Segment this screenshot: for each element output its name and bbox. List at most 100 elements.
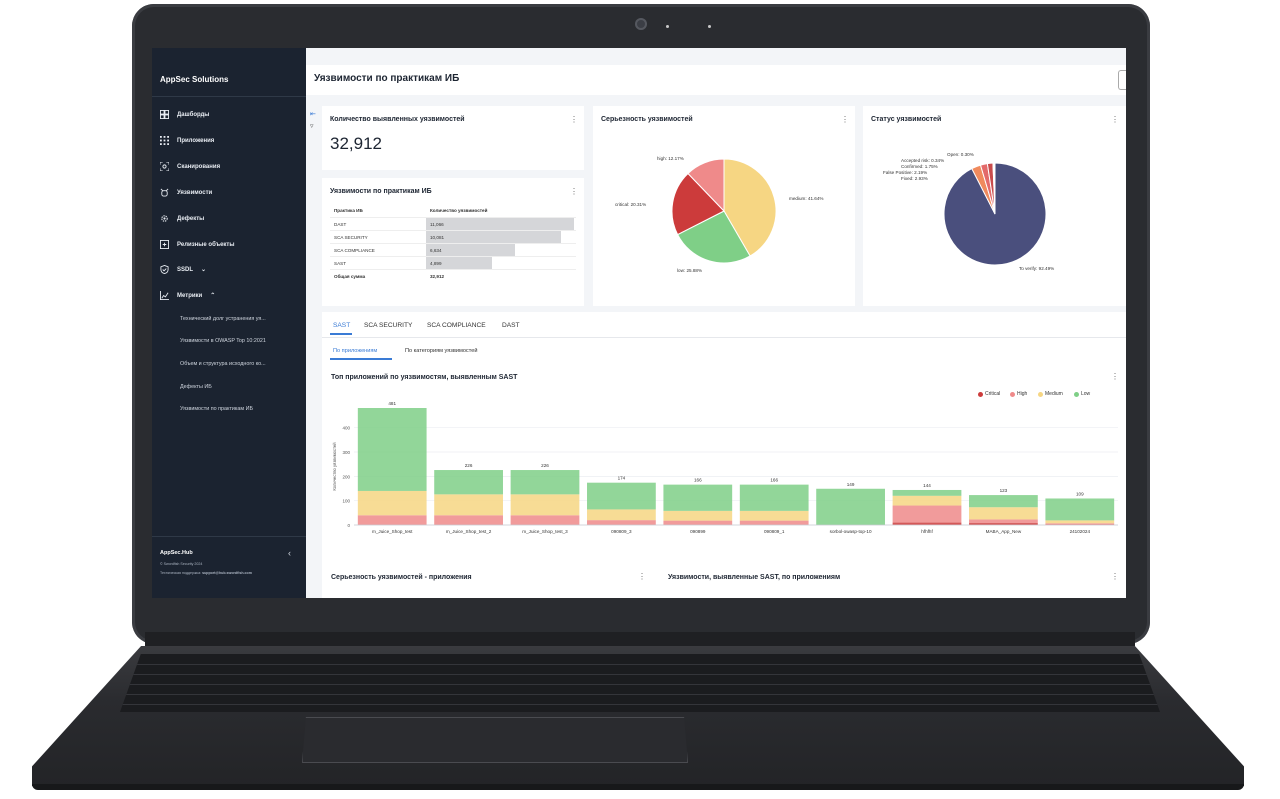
sidebar-subitem[interactable]: Технический долг устранения уя... [180,316,266,322]
sidebar: AppSec Solutions Дашборды Приложения Ска… [152,48,306,598]
bar-segment-low[interactable] [587,482,656,510]
column-header[interactable]: Практика ИБ [334,208,363,213]
bar-segment-high[interactable] [663,520,733,525]
brand-logo[interactable]: AppSec Solutions [160,75,229,84]
column-header[interactable]: Количество уязвимостей [430,208,488,213]
collapse-sidebar-icon[interactable]: ‹ [288,548,291,558]
x-tick-label: 24102024 [1070,529,1091,534]
bar-segment-medium[interactable] [892,495,962,506]
sidebar-item-label: Метрики [177,292,203,299]
pie-label-to-verify: To verify: 92.49% [1019,266,1055,271]
tab-dast[interactable]: DAST [502,322,520,329]
sidebar-subitem[interactable]: Объем и структура исходного ко... [180,361,266,367]
bar-segment-high[interactable] [739,520,809,525]
bar-segment-medium[interactable] [969,507,1038,520]
sidebar-item-scans[interactable]: Сканирования [160,162,220,171]
bar-segment-high[interactable] [357,515,427,525]
tab-sast[interactable]: SAST [333,322,351,329]
table-total-row: Общая сумма 32,912 [330,269,576,283]
bar-segment-low[interactable] [739,484,809,511]
subtab-by-categories[interactable]: По категориям уязвимостей [405,348,478,354]
pie-slice[interactable] [671,172,725,236]
bar-segment-low[interactable] [510,470,580,495]
pie-slice[interactable] [993,162,996,215]
bar-total-label: 226 [465,463,473,468]
panel-toggle-button[interactable] [1118,70,1126,90]
severity-pie-chart [671,158,777,264]
cell-count: 11,066 [430,222,444,227]
pie-label-fixed: Fixed: 2.93% [901,176,928,181]
filter-icon[interactable]: ▿ [310,123,314,130]
bar-segment-medium[interactable] [663,510,733,521]
bar-segment-low[interactable] [434,470,503,495]
kebab-menu-icon[interactable]: ⋮ [841,115,849,124]
sidebar-item-metrics[interactable]: Метрики ⌃ [160,291,215,300]
bar-segment-high[interactable] [969,519,1038,524]
legend-medium[interactable]: Medium [1038,391,1063,397]
footer-brand: AppSec.Hub [160,550,193,556]
bar-segment-medium[interactable] [739,510,809,521]
bar-segment-critical[interactable] [892,522,962,525]
kebab-menu-icon[interactable]: ⋮ [638,572,646,581]
x-tick-label: 090809_1 [764,529,785,534]
sidebar-item-vulnerabilities[interactable]: Уязвимости [160,188,212,197]
screen: AppSec Solutions Дашборды Приложения Ска… [152,48,1126,598]
kebab-menu-icon[interactable]: ⋮ [1111,572,1119,581]
active-tab-indicator [330,333,352,335]
sidebar-divider [152,96,306,97]
sidebar-item-ssdl[interactable]: SSDL ⌄ [160,265,206,274]
pie-slice[interactable] [676,210,751,264]
bar-total-label: 109 [1076,491,1084,496]
pie-slice[interactable] [687,158,725,213]
bar-segment-low[interactable] [663,484,733,511]
sidebar-item-dashboards[interactable]: Дашборды [160,110,209,119]
legend-critical[interactable]: Critical [978,391,1000,397]
bar-segment-medium[interactable] [1045,520,1115,524]
severity-card: Серьезность уязвимостей ⋮ high: 12.17% c… [593,106,855,306]
section-title: Серьезность уязвимостей - приложения [331,574,472,581]
kebab-menu-icon[interactable]: ⋮ [570,187,578,196]
tab-sca-security[interactable]: SCA SECURITY [364,322,413,329]
support-email[interactable]: support@hub.swordfish.com [202,571,252,575]
pie-slice[interactable] [723,158,777,257]
bar-segment-medium[interactable] [434,494,503,516]
bar-segment-critical[interactable] [969,523,1038,525]
kebab-menu-icon[interactable]: ⋮ [1111,115,1119,124]
tab-sca-compliance[interactable]: SCA COMPLIANCE [427,322,486,329]
bar-segment-low[interactable] [357,408,427,491]
subtab-by-apps[interactable]: По приложениям [333,348,378,354]
sidebar-item-label: Сканирования [177,163,221,170]
bar-segment-high[interactable] [892,505,962,523]
bar-segment-low[interactable] [969,495,1038,508]
bar-segment-medium[interactable] [587,509,656,521]
sidebar-subitem-active[interactable]: Уязвимости по практикам ИБ [180,406,254,412]
sidebar-subitem[interactable]: Уязвимости в OWASP Top 10:2021 [180,338,266,344]
support-info: Техническая поддержка: support@hub.sword… [160,571,252,575]
legend-dot [1038,391,1043,397]
vulnerability-count: 32,912 [330,134,382,153]
bar-segment-medium[interactable] [510,494,580,516]
card-title: Количество выявленных уязвимостей [330,116,465,123]
kebab-menu-icon[interactable]: ⋮ [1111,372,1119,381]
bar-total-label: 149 [847,482,855,487]
metrics-icon [160,291,169,300]
bar-segment-low[interactable] [816,488,885,525]
bar-segment-high[interactable] [587,520,656,525]
sidebar-subitem[interactable]: Дефекты ИБ [180,384,212,390]
bar-segment-high[interactable] [434,515,503,525]
legend-high[interactable]: High [1010,391,1027,397]
bar-segment-low[interactable] [892,489,962,496]
bar-segment-high[interactable] [1045,523,1115,525]
sidebar-item-defects[interactable]: Дефекты [160,214,204,223]
bar-segment-medium[interactable] [357,490,427,516]
legend-low[interactable]: Low [1074,391,1090,397]
bar-segment-low[interactable] [1045,498,1115,521]
sidebar-item-apps[interactable]: Приложения [160,136,214,145]
collapse-filters-icon[interactable]: ⇤ [310,111,316,118]
bar-segment-high[interactable] [510,515,580,525]
kebab-menu-icon[interactable]: ⋮ [570,115,578,124]
pie-label-open: Open: 0.30% [947,152,974,157]
bar-chart-panel [322,312,1126,598]
sidebar-item-releases[interactable]: Релизные объекты [160,240,235,249]
section-title: Уязвимости, выявленные SAST, по приложен… [668,574,841,581]
